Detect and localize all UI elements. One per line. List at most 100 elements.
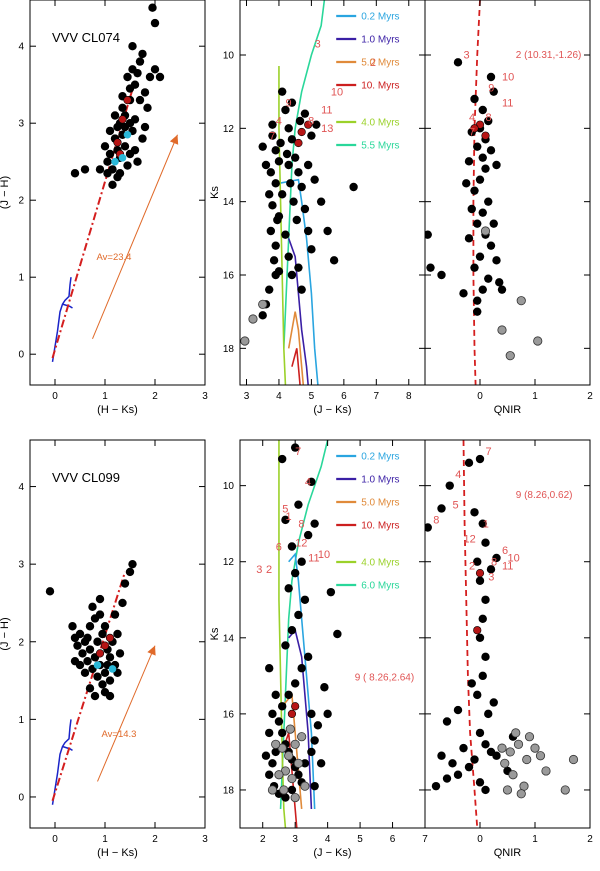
r0-p2-star-id-6: 7: [469, 127, 475, 139]
r1-p1-star-point-1: [277, 728, 287, 738]
r0-p0-frame: [29, 0, 206, 386]
r0-p0-star-point-39: [80, 165, 90, 174]
r1-p0-star-point-21: [115, 649, 125, 658]
r0-p1-star-id-3: 9: [285, 97, 291, 109]
r1-p2-star-point-35: [453, 705, 463, 715]
r1-p1-star-id-5: 12: [295, 538, 307, 550]
r1-p1-star-point-33: [310, 519, 319, 528]
r1-p1-field-point-12: [285, 724, 295, 734]
r0-p1-star-point-13: [258, 311, 267, 320]
r0-p1-star-id-6: 8: [308, 116, 314, 128]
r1-p0-star-point-26: [68, 622, 77, 631]
r0-p2-star-point-34: [426, 263, 435, 272]
r1-p2-star-point-30: [425, 523, 432, 532]
r0-p1-star-point-1: [271, 146, 280, 155]
r1-p0-star-point-35: [98, 629, 107, 639]
r0-p2-star-id-1: 10: [502, 72, 514, 84]
r1-p1-star-point-43: [265, 728, 274, 738]
r0-p0-xtick-label-2: 2: [152, 391, 158, 402]
r0-p1-ytick-label-4: 18: [223, 344, 235, 355]
r0-p2-star-point-14: [473, 296, 482, 305]
r0-p2-star-point-11: [470, 263, 479, 272]
r0-p2-star-point-21: [464, 234, 474, 243]
r0-p1-candidate-point-0: [297, 127, 306, 137]
r1-p1-star-point-18: [313, 721, 323, 730]
r1-p1-star-point-17: [310, 736, 319, 745]
r1-p1-legend-label-2: 5.0 Myrs: [361, 498, 399, 509]
r0-p2-star-point-0: [473, 142, 482, 151]
r1-p0-star-point-8: [83, 656, 92, 666]
r1-p2-star-id-8: 2: [469, 560, 475, 572]
r0-p2-star-id-2: 9: [488, 83, 494, 95]
r1-p2-star-point-19: [475, 633, 485, 643]
r1-p0-reddening-vector: [97, 645, 156, 782]
r0-p1-star-point-41: [316, 197, 326, 206]
r0-p0-star-point-6: [138, 49, 147, 59]
r1-p0-ylabel: (J − H): [0, 617, 11, 650]
r1-p1-star-id-9: 3: [256, 564, 262, 576]
r0-p0-star-point-29: [145, 72, 155, 82]
r1-p1-star-point-49: [271, 690, 280, 700]
r1-p2-field-point-3: [522, 754, 532, 765]
r0-p2-star-point-38: [473, 307, 482, 316]
r0-p1-star-point-2: [266, 168, 276, 177]
r1-p2-star-point-18: [481, 652, 490, 662]
r1-p2-star-point-31: [437, 504, 446, 513]
r1-p2-field-point-6: [508, 770, 518, 780]
r1-p2-star-point-38: [489, 698, 498, 707]
r1-p1-star-point-42: [323, 709, 332, 719]
r1-p2-star-point-12: [442, 774, 452, 783]
r0-p0-star-point-31: [103, 169, 112, 178]
r1-p1-isochrone-5: [278, 440, 287, 828]
r1-p1-star-point-26: [294, 610, 303, 620]
r0-p0-star-point-49: [140, 122, 150, 132]
r1-p0-av-label: Av=14.3: [102, 729, 137, 740]
r0-p0-reddening-vector: [92, 134, 178, 339]
r1-p2-star-id-0: 7: [486, 446, 492, 458]
r1-p2-star-id-10: 11: [502, 560, 513, 572]
r1-p2-star-id-11: 3: [488, 572, 494, 584]
r0-p1-ytick-label-3: 16: [223, 271, 235, 282]
r0-p1-star-point-22: [307, 245, 316, 254]
r0-p1-star-id-8: 7: [269, 130, 275, 142]
r0-p0-star-point-5: [135, 57, 145, 66]
r1-p0-star-point-25: [70, 633, 80, 643]
r1-p1-star-id-7: 10: [318, 549, 330, 561]
r0-p0-xtick-label-0: 0: [52, 391, 58, 402]
r1-p1-star-point-50: [265, 664, 274, 673]
r1-p0-xtick-label-2: 2: [152, 834, 158, 845]
r1-p1-xtick-label-1: 3: [292, 834, 298, 845]
r0-p2-star-point-6: [478, 208, 487, 217]
r1-p2-star-point-33: [486, 565, 496, 574]
r1-p0-star-point-24: [73, 641, 82, 650]
r0-p1-isochrone-5: [278, 66, 287, 385]
r0-p1-star-point-7: [266, 226, 276, 236]
r0-p1-star-point-50: [268, 120, 277, 129]
r1-p2-field-point-5: [541, 766, 551, 776]
r0-p2-star-point-25: [459, 289, 468, 298]
r1-p2-xlabel: QNIR: [494, 847, 522, 859]
r1-p2-frame: [424, 439, 591, 829]
r1-p2-star-point-32: [492, 553, 501, 563]
r0-p1-xtick-label-5: 8: [406, 391, 412, 402]
r1-p1-field-point-7: [300, 781, 310, 791]
r1-p1-star-id-1: 4: [305, 477, 311, 489]
r0-p2-q-reference-line: [472, 0, 481, 385]
r1-p1-isochrone-4: [281, 732, 298, 828]
r1-p0-star-point-33: [110, 610, 120, 619]
r1-p1-legend-label-4: 4.0 Myrs: [361, 558, 399, 569]
r1-p0-star-point-17: [95, 610, 105, 619]
r0-p1-star-point-24: [286, 179, 295, 188]
r1-p2-field-point-9: [511, 728, 521, 738]
r1-p0-star-point-38: [105, 691, 115, 701]
r1-p0-star-point-34: [93, 637, 102, 646]
r1-p1-star-point-30: [297, 557, 306, 566]
r1-p0-star-point-19: [105, 653, 115, 662]
r1-p1-field-point-13: [279, 785, 289, 795]
r1-p1-star-point-10: [265, 770, 274, 779]
r1-p2-star-point-23: [473, 557, 482, 566]
r0-p1-star-point-29: [287, 270, 297, 280]
r0-p2-star-point-23: [492, 256, 501, 265]
r0-p0-candidate-point-1: [118, 115, 127, 124]
